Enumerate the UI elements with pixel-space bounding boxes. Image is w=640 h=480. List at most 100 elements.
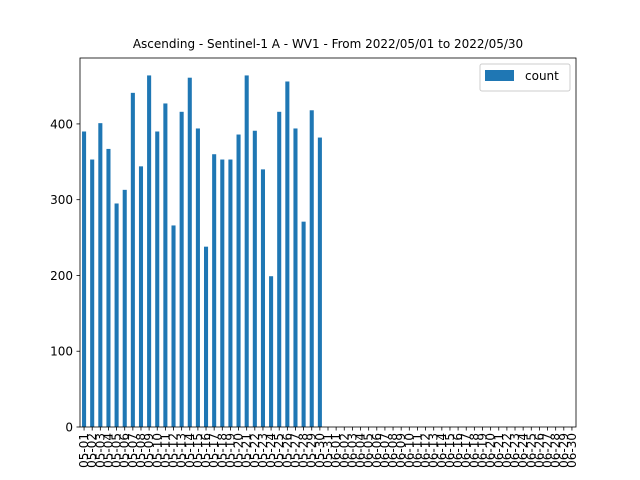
- x-tick-label: 06-12: [419, 433, 433, 468]
- x-tick-label: 05-02: [85, 433, 99, 468]
- bar-05-13: [179, 111, 184, 428]
- x-tick-label: 05-19: [223, 433, 237, 468]
- x-tick-label: 06-15: [443, 433, 457, 468]
- x-tick-label: 06-03: [345, 433, 359, 468]
- bar-05-12: [171, 225, 176, 427]
- x-tick-label: 05-03: [93, 433, 107, 468]
- y-tick-label: 400: [50, 117, 73, 131]
- x-tick-label: 06-28: [549, 433, 563, 468]
- bar-05-28: [301, 221, 306, 427]
- bar-05-14: [187, 77, 192, 427]
- plot-frame: [79, 57, 577, 428]
- bar-05-18: [220, 159, 225, 427]
- bar-05-17: [212, 154, 217, 428]
- x-tick-label: 05-10: [150, 433, 164, 468]
- x-tick-label: 06-06: [370, 433, 384, 468]
- bar-05-06: [122, 189, 127, 427]
- x-tick-label: 05-21: [240, 433, 254, 468]
- x-tick-label: 06-23: [508, 433, 522, 468]
- x-tick-label: 05-08: [134, 433, 148, 468]
- x-tick-label: 05-29: [305, 433, 319, 468]
- y-tick-label: 300: [50, 193, 73, 207]
- bar-05-25: [277, 111, 282, 428]
- bar-05-30: [317, 137, 322, 427]
- bar-05-26: [285, 81, 290, 428]
- bar-05-07: [130, 92, 135, 427]
- y-axis-ticks: 0 100 200 300 400: [50, 117, 80, 435]
- bar-05-09: [147, 75, 152, 428]
- x-tick-label: 06-18: [467, 433, 481, 468]
- bar-05-02: [90, 159, 95, 427]
- x-tick-label: 06-13: [427, 433, 441, 468]
- x-tick-label: 05-27: [288, 433, 302, 468]
- x-tick-label: 05-18: [215, 433, 229, 468]
- bar-05-15: [195, 128, 200, 427]
- x-tick-label: 06-11: [410, 433, 424, 468]
- x-tick-label: 06-14: [435, 433, 449, 468]
- x-tick-label: 06-09: [394, 433, 408, 468]
- x-tick-label: 05-13: [175, 433, 189, 468]
- chart-title: Ascending - Sentinel-1 A - WV1 - From 20…: [133, 37, 523, 51]
- x-tick-label: 06-24: [516, 433, 530, 468]
- x-tick-label: 05-11: [158, 433, 172, 468]
- x-tick-label: 05-23: [256, 433, 270, 468]
- x-tick-label: 06-27: [541, 433, 555, 468]
- bar-05-27: [293, 128, 298, 427]
- bar-05-19: [228, 159, 233, 427]
- bar-05-11: [163, 103, 168, 428]
- x-tick-label: 06-07: [378, 433, 392, 468]
- x-tick-label: 05-12: [167, 433, 181, 468]
- x-tick-label: 06-10: [402, 433, 416, 468]
- x-tick-label: 06-21: [492, 433, 506, 468]
- bar-05-03: [98, 123, 103, 427]
- bar-05-01: [82, 131, 87, 427]
- legend-label: count: [525, 69, 559, 83]
- x-tick-label: 06-08: [386, 433, 400, 468]
- x-tick-label: 05-07: [126, 433, 140, 468]
- x-tick-label: 05-16: [199, 433, 213, 468]
- x-tick-label: 05-30: [313, 433, 327, 468]
- x-tick-label: 05-04: [101, 433, 115, 468]
- x-tick-label: 06-04: [354, 433, 368, 468]
- x-tick-label: 05-17: [207, 433, 221, 468]
- bar-05-22: [252, 130, 257, 428]
- bar-05-29: [309, 110, 314, 427]
- bar-05-24: [269, 276, 274, 427]
- x-tick-label: 05-05: [110, 433, 124, 468]
- x-tick-label: 06-19: [475, 433, 489, 468]
- x-tick-label: 05-31: [321, 433, 335, 468]
- y-tick-label: 200: [50, 269, 73, 283]
- x-tick-label: 05-24: [264, 433, 278, 468]
- x-tick-label: 06-05: [362, 433, 376, 468]
- legend-swatch: [485, 70, 514, 81]
- x-axis-ticks: 05-0105-0205-0305-0405-0505-0605-0705-08…: [77, 427, 579, 468]
- x-tick-label: 05-28: [297, 433, 311, 468]
- bars: [82, 75, 322, 428]
- x-tick-label: 06-02: [337, 433, 351, 468]
- x-tick-label: 06-25: [524, 433, 538, 468]
- x-tick-label: 05-15: [191, 433, 205, 468]
- bar-05-05: [114, 203, 119, 427]
- x-tick-label: 05-06: [118, 433, 132, 468]
- bar-05-04: [106, 148, 111, 428]
- x-tick-label: 05-26: [280, 433, 294, 468]
- y-tick-label: 0: [65, 421, 73, 435]
- legend: count: [479, 63, 571, 92]
- x-tick-label: 06-29: [557, 433, 571, 468]
- x-tick-label: 05-01: [77, 433, 91, 468]
- y-tick-label: 100: [50, 345, 73, 359]
- x-tick-label: 06-22: [500, 433, 514, 468]
- x-tick-label: 05-14: [183, 433, 197, 468]
- bar-05-10: [155, 131, 160, 427]
- bar-05-20: [236, 134, 241, 427]
- x-tick-label: 05-25: [272, 433, 286, 468]
- bar-05-21: [244, 75, 249, 428]
- x-tick-label: 05-22: [248, 433, 262, 468]
- x-tick-label: 05-09: [142, 433, 156, 468]
- x-tick-label: 06-01: [329, 433, 343, 468]
- x-tick-label: 06-16: [451, 433, 465, 468]
- x-tick-label: 06-26: [532, 433, 546, 468]
- x-tick-label: 06-17: [459, 433, 473, 468]
- x-tick-label: 05-20: [232, 433, 246, 468]
